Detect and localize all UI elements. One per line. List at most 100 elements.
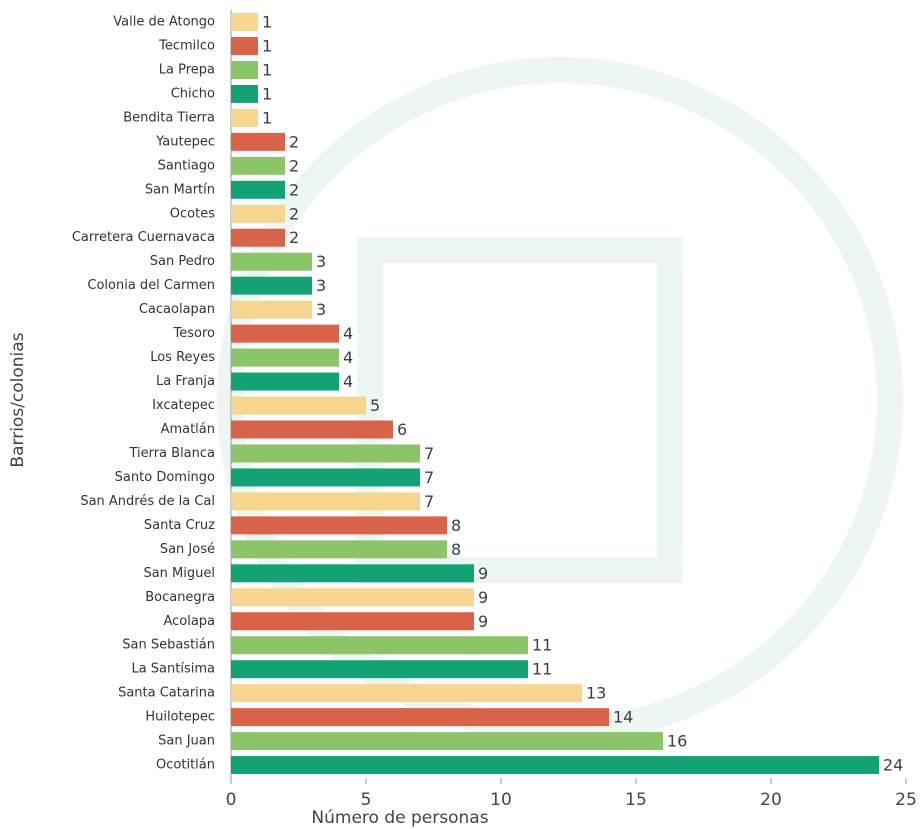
- y-tick-label: Colonia del Carmen: [87, 278, 215, 293]
- y-tick-label: Santa Catarina: [118, 686, 215, 701]
- x-tick-label: 25: [895, 790, 917, 810]
- y-tick-label: San Pedro: [150, 254, 215, 269]
- y-tick-label: Tierra Blanca: [128, 446, 215, 461]
- value-label: 1: [262, 84, 272, 103]
- bar: [231, 37, 258, 55]
- value-label: 4: [343, 324, 353, 343]
- bar: [231, 756, 879, 774]
- x-axis-label: Número de personas: [311, 808, 488, 828]
- bar: [231, 540, 447, 558]
- bar: [231, 349, 339, 367]
- y-tick-label: Los Reyes: [150, 350, 215, 365]
- y-tick-label: Bendita Tierra: [123, 110, 215, 125]
- bar: [231, 109, 258, 127]
- y-tick-label: Huilotepec: [145, 710, 215, 725]
- value-label: 11: [532, 636, 552, 655]
- bar: [231, 612, 474, 630]
- y-tick-label: Cacaolapan: [139, 302, 215, 317]
- bar: [231, 397, 366, 415]
- bar: [231, 516, 447, 534]
- y-tick-label: La Franja: [156, 374, 215, 389]
- bar: [231, 420, 393, 438]
- value-label: 1: [262, 60, 272, 79]
- y-tick-label: Tecmilco: [158, 38, 215, 53]
- x-tick-label: 10: [490, 790, 512, 810]
- value-label: 8: [451, 540, 461, 559]
- value-label: 2: [289, 180, 299, 199]
- value-label: 1: [262, 13, 272, 32]
- value-label: 3: [316, 252, 326, 271]
- y-tick-label: Bocanegra: [145, 590, 215, 605]
- y-tick-label: Santiago: [158, 158, 215, 173]
- value-label: 24: [883, 756, 903, 775]
- y-tick-label: Yautepec: [155, 134, 215, 149]
- y-tick-label: Amatlán: [161, 422, 215, 437]
- y-tick-label: La Prepa: [159, 62, 215, 77]
- value-label: 4: [343, 372, 353, 391]
- y-tick-label: Ocotes: [170, 206, 215, 221]
- bar: [231, 253, 312, 271]
- value-label: 7: [424, 444, 434, 463]
- chart: Número de personas Barrios/colonias 0 5 10…: [0, 0, 922, 829]
- value-label: 8: [451, 516, 461, 535]
- y-tick-label: San Sebastián: [122, 638, 215, 653]
- y-tick-label: Santa Cruz: [144, 518, 215, 533]
- bar: [231, 636, 528, 654]
- value-label: 14: [613, 708, 633, 727]
- bar: [231, 708, 609, 726]
- bar: [231, 133, 285, 151]
- y-tick-label: San José: [160, 542, 215, 557]
- y-tick-label: Ixcatepec: [152, 398, 215, 413]
- y-tick-label: Tesoro: [173, 326, 216, 341]
- bar: [231, 181, 285, 199]
- y-tick-label: San Juan: [158, 734, 215, 749]
- bar: [231, 492, 420, 510]
- bar: [231, 61, 258, 79]
- value-label: 9: [478, 588, 488, 607]
- value-label: 16: [667, 732, 687, 751]
- x-tick-label: 5: [361, 790, 372, 810]
- value-label: 2: [289, 204, 299, 223]
- value-label: 5: [370, 396, 380, 415]
- bar: [231, 732, 663, 750]
- bar: [231, 660, 528, 678]
- value-label: 9: [478, 564, 488, 583]
- value-label: 11: [532, 660, 552, 679]
- y-tick-label: Chicho: [171, 86, 215, 101]
- y-tick-label: Ocotitlán: [156, 758, 215, 773]
- x-tick-label: 20: [760, 790, 782, 810]
- bar: [231, 325, 339, 343]
- bar: [231, 588, 474, 606]
- bar: [231, 85, 258, 103]
- value-label: 2: [289, 228, 299, 247]
- y-tick-label: La Santísima: [131, 662, 215, 677]
- x-tick-label: 15: [625, 790, 647, 810]
- value-label: 13: [586, 684, 606, 703]
- y-tick-label: Carretera Cuernavaca: [72, 230, 215, 245]
- bar: [231, 373, 339, 391]
- bar: [231, 229, 285, 247]
- value-label: 3: [316, 276, 326, 295]
- value-label: 2: [289, 132, 299, 151]
- bar: [231, 444, 420, 462]
- y-tick-label: San Andrés de la Cal: [80, 494, 215, 509]
- bar: [231, 157, 285, 175]
- value-label: 1: [262, 108, 272, 127]
- value-label: 1: [262, 36, 272, 55]
- bar: [231, 277, 312, 295]
- value-label: 4: [343, 348, 353, 367]
- value-label: 2: [289, 156, 299, 175]
- bar: [231, 468, 420, 486]
- y-tick-label: Santo Domingo: [115, 470, 215, 485]
- y-tick-label: Valle de Atongo: [113, 15, 215, 30]
- value-label: 9: [478, 612, 488, 631]
- y-tick-label: Acolapa: [163, 614, 215, 629]
- bar: [231, 13, 258, 31]
- y-axis-label: Barrios/colonias: [8, 332, 28, 467]
- y-tick-label: San Martín: [145, 182, 215, 197]
- value-label: 3: [316, 300, 326, 319]
- bar: [231, 205, 285, 223]
- value-label: 7: [424, 468, 434, 487]
- value-label: 7: [424, 492, 434, 511]
- x-tick-label: 0: [226, 790, 237, 810]
